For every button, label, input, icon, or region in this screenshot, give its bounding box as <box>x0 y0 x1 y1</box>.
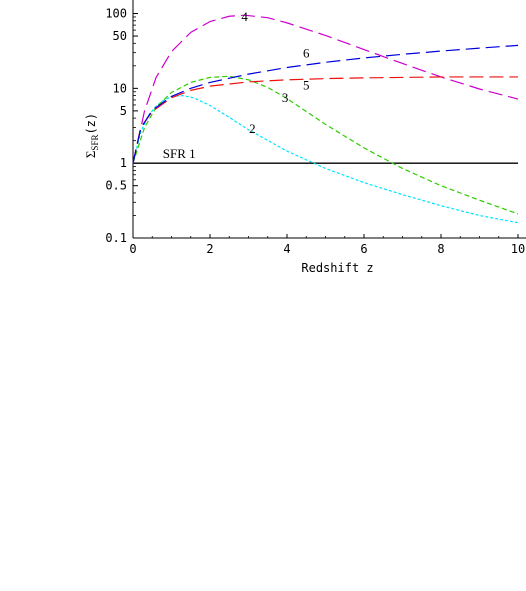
curve-label: 3 <box>282 90 289 105</box>
y-axis-title: ΣSFR(z) <box>83 113 100 158</box>
y-tick-label: 0.1 <box>105 231 127 245</box>
y-tick-label: 0.5 <box>105 179 127 193</box>
x-tick-label: 8 <box>437 242 444 256</box>
y-tick-label: 1 <box>120 156 127 170</box>
series-line-5 <box>132 76 518 164</box>
x-axis-title: Redshift z <box>301 261 373 275</box>
curve-label: 4 <box>241 9 248 24</box>
y-axis: 0.1 0.5 1 5 10 50 100 <box>105 7 138 245</box>
curve-labels: SFR 1 2 3 4 5 6 <box>163 9 310 161</box>
y-tick-label: 10 <box>113 81 127 95</box>
y-tick-label: 100 <box>105 7 127 21</box>
y-tick-label: 50 <box>113 29 127 43</box>
series-layer <box>132 14 519 224</box>
plot-frame <box>132 0 526 239</box>
curve-label: SFR 1 <box>163 146 196 161</box>
curve-label: 5 <box>303 78 310 93</box>
series-line-3 <box>132 75 519 215</box>
x-tick-label: 10 <box>511 242 525 256</box>
y-tick-label: 5 <box>120 104 127 118</box>
x-tick-label: 2 <box>206 242 213 256</box>
series-line-4 <box>132 14 519 164</box>
x-axis: 0 2 4 6 8 10 <box>129 234 525 256</box>
series-line-6 <box>132 44 519 164</box>
y-axis-title-text: ΣSFR(z) <box>83 113 100 158</box>
curve-label: 2 <box>249 121 256 136</box>
curve-label: 6 <box>303 45 310 60</box>
x-tick-label: 0 <box>129 242 136 256</box>
x-tick-label: 4 <box>283 242 290 256</box>
x-tick-label: 6 <box>360 242 367 256</box>
